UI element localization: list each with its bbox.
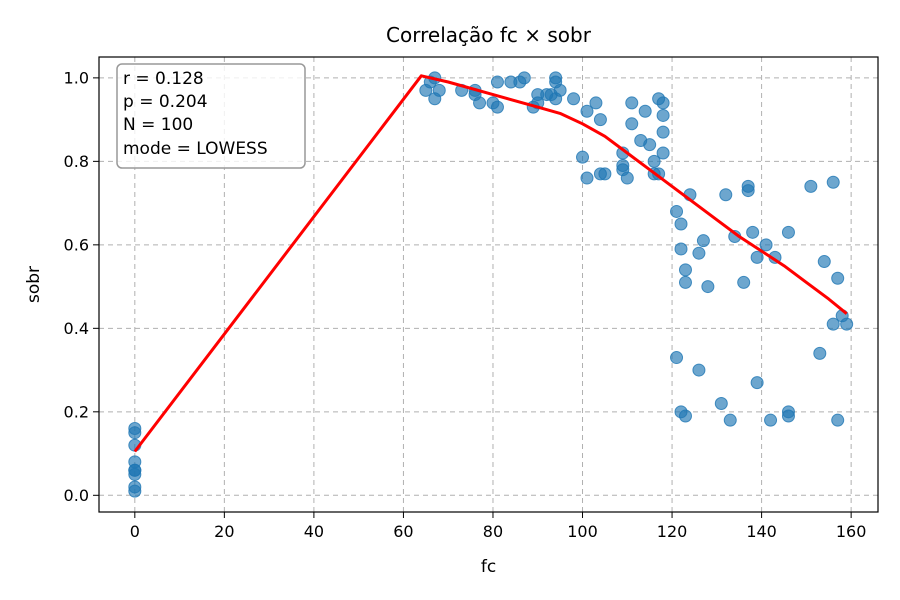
x-tick-label: 0 (130, 522, 140, 541)
data-point (553, 83, 567, 97)
data-point (473, 96, 487, 110)
data-point (576, 150, 590, 164)
data-point (620, 171, 634, 185)
data-point (567, 92, 581, 106)
data-point (656, 96, 670, 110)
trend-line (133, 74, 848, 453)
x-tick-label: 160 (836, 522, 867, 541)
data-point (678, 263, 692, 277)
stats-box: r = 0.128 p = 0.204 N = 100 mode = LOWES… (116, 63, 306, 169)
stats-r: r = 0.128 (123, 69, 204, 89)
stats-n: N = 100 (123, 115, 193, 135)
data-point (701, 280, 715, 294)
stats-p: p = 0.204 (123, 92, 208, 112)
data-point (831, 413, 845, 427)
y-tick-label: 0.0 (64, 486, 89, 505)
data-point (580, 171, 594, 185)
x-tick-label: 60 (393, 522, 413, 541)
data-points (128, 71, 854, 498)
y-tick-label: 1.0 (64, 68, 89, 87)
data-point (432, 83, 446, 97)
data-point (598, 167, 612, 181)
stats-box-frame (116, 63, 306, 169)
grid (99, 57, 878, 512)
x-tick-label: 80 (483, 522, 503, 541)
data-point (625, 96, 639, 110)
data-point (759, 238, 773, 252)
y-tick-label: 0.6 (64, 235, 89, 254)
data-point (643, 138, 657, 152)
data-point (490, 100, 504, 114)
y-tick-label: 0.4 (64, 319, 89, 338)
data-point (692, 246, 706, 260)
y-axis-label: sobr (24, 266, 44, 303)
data-point (831, 271, 845, 285)
data-point (781, 409, 795, 423)
plot-frame (98, 56, 879, 513)
data-point (804, 179, 818, 193)
data-point (781, 225, 795, 239)
data-point (656, 146, 670, 160)
data-point (714, 396, 728, 410)
data-point (656, 108, 670, 122)
data-point (670, 204, 684, 218)
y-tick-label: 0.8 (64, 152, 89, 171)
data-point (670, 351, 684, 365)
data-point (826, 175, 840, 189)
data-point (826, 317, 840, 331)
data-point (593, 113, 607, 127)
data-point (764, 413, 778, 427)
stats-mode: mode = LOWESS (123, 139, 268, 159)
data-point (674, 217, 688, 231)
data-point (625, 117, 639, 131)
data-point (813, 346, 827, 360)
data-point (128, 426, 142, 440)
data-point (128, 467, 142, 481)
x-tick-label: 20 (214, 522, 234, 541)
data-point (692, 363, 706, 377)
data-point (517, 71, 531, 85)
data-point (817, 255, 831, 269)
data-point (840, 317, 854, 331)
chart-title: Correlação fc × sobr (386, 23, 592, 47)
data-point (128, 484, 142, 498)
x-axis-label: fc (481, 557, 496, 577)
x-tick-label: 140 (746, 522, 777, 541)
data-point (638, 104, 652, 118)
data-point (696, 234, 710, 248)
data-point (741, 184, 755, 198)
x-axis-ticks: 0 20 40 60 80 100 120 140 160 (130, 512, 867, 541)
data-point (674, 242, 688, 256)
data-point (490, 75, 504, 89)
data-point (737, 275, 751, 289)
x-tick-label: 40 (304, 522, 324, 541)
data-point (719, 188, 733, 202)
y-axis-ticks: 0.0 0.2 0.4 0.6 0.8 1.0 (64, 68, 99, 505)
data-point (647, 154, 661, 168)
data-point (723, 413, 737, 427)
data-point (678, 409, 692, 423)
data-point (678, 275, 692, 289)
y-tick-label: 0.2 (64, 402, 89, 421)
data-point (589, 96, 603, 110)
x-tick-label: 120 (657, 522, 688, 541)
data-point (580, 104, 594, 118)
data-point (750, 376, 764, 390)
data-point (746, 225, 760, 239)
data-point (656, 125, 670, 139)
data-point (750, 250, 764, 264)
x-tick-label: 100 (567, 522, 598, 541)
